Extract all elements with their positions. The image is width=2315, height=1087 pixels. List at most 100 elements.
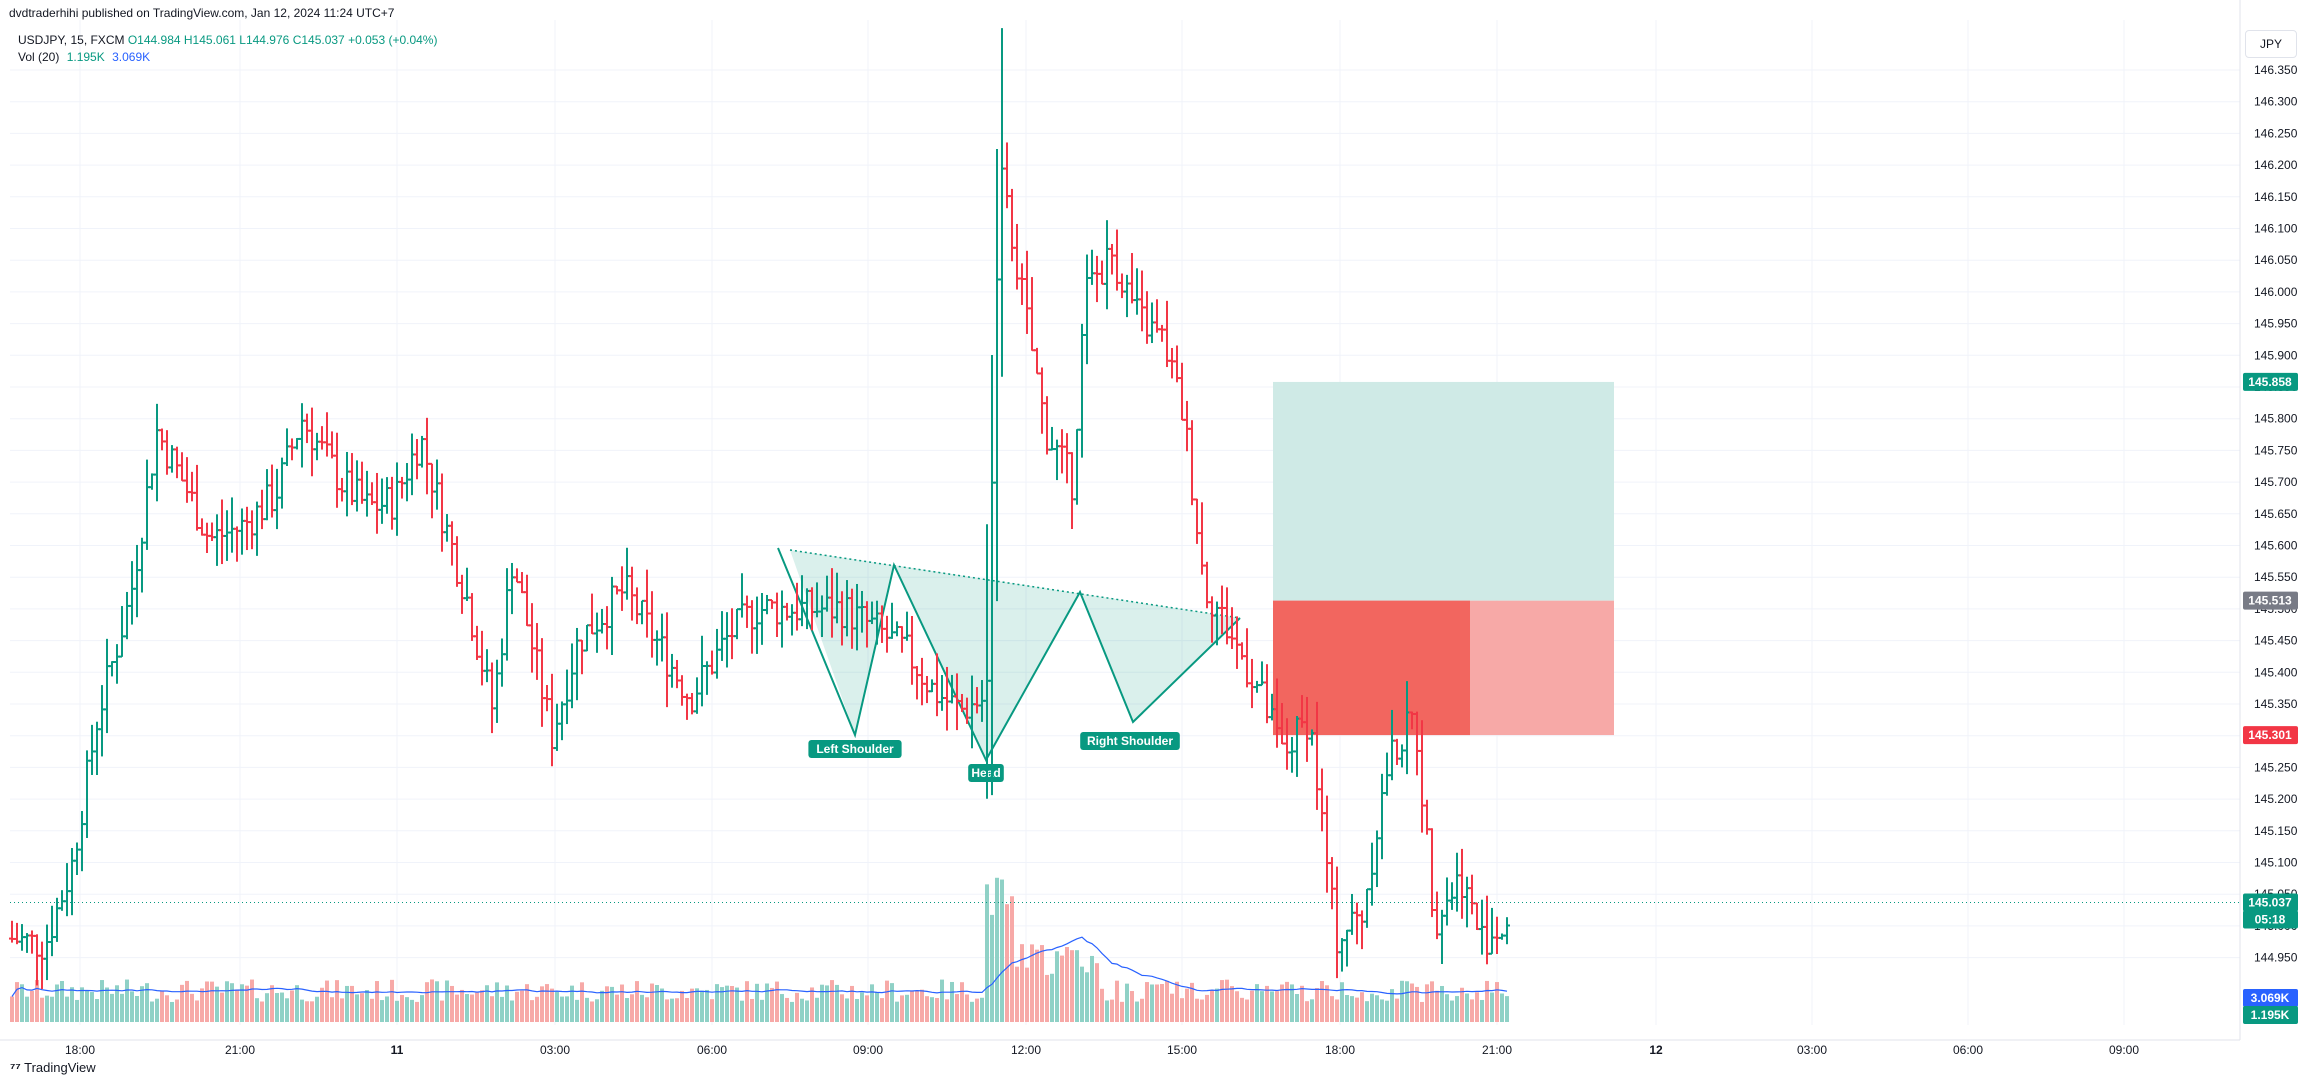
ohlc-bar (129, 561, 135, 625)
currency-button[interactable]: JPY (2245, 30, 2297, 58)
volume-bar (495, 982, 499, 1022)
volume-bar (690, 988, 694, 1022)
ohlc-bar (619, 566, 625, 611)
volume-bar (90, 992, 94, 1022)
price-axis[interactable]: 146.350 146.300 146.250 146.200 146.150 146.1… (2239, 0, 2298, 1040)
ohlc-bar (1379, 773, 1385, 860)
volume-bar (525, 984, 529, 1022)
ohlc-bar (69, 847, 75, 916)
ohlc-bar (459, 574, 465, 614)
ohlc-bar (229, 497, 235, 553)
ohlc-bar (889, 602, 895, 639)
volume-bar (1140, 998, 1144, 1022)
volume-bars (10, 877, 1509, 1022)
ohlc-bar (649, 591, 655, 658)
ohlc-bar (104, 638, 110, 734)
volume-bar (1500, 993, 1504, 1022)
volume-bar (575, 999, 579, 1022)
volume-bar (735, 987, 739, 1022)
ohlc-bar (1384, 752, 1390, 796)
volume-bar (1310, 999, 1314, 1022)
symbol-legend[interactable]: USDJPY, 15, FXCM O144.984 H145.061 L144.… (18, 33, 437, 47)
ohlc-bar (469, 593, 475, 641)
ohlc-bar (1064, 433, 1070, 484)
ohlc-bar (784, 602, 790, 621)
volume-bar (545, 984, 549, 1022)
time-axis[interactable]: 18:00 21:00 11 03:00 06:00 09:00 12:00 15:00 18:… (0, 1039, 2240, 1057)
volume-bar (1265, 985, 1269, 1022)
ohlc-bar (1439, 909, 1445, 965)
ohlc-bar (34, 934, 40, 986)
volume-bar (170, 1001, 174, 1022)
volume-bar (1185, 988, 1189, 1022)
volume-bar (1015, 966, 1019, 1022)
ohlc-bar (264, 469, 270, 521)
neckline (789, 549, 1241, 619)
volume-bar (365, 990, 369, 1022)
ohlc-bar (1419, 720, 1425, 833)
ohlc-bar (424, 417, 430, 495)
pattern-label-bg (1080, 732, 1180, 750)
volume-bar (1090, 955, 1094, 1022)
time-tick-label: 09:00 (853, 1043, 883, 1057)
volume-bar (1020, 944, 1024, 1022)
volume-bar (1245, 999, 1249, 1022)
volume-bar (275, 993, 279, 1022)
ohlc-bar (674, 659, 680, 689)
ohlc-bar (709, 650, 715, 675)
volume-bar (1055, 951, 1059, 1022)
volume-bar (980, 997, 984, 1022)
volume-bar (790, 1001, 794, 1022)
volume-bar (840, 994, 844, 1022)
branding-label: TradingView (24, 1060, 96, 1075)
volume-bar (670, 998, 674, 1022)
volume-bar (1095, 963, 1099, 1022)
volume-bar (825, 985, 829, 1022)
time-tick-label: 21:00 (225, 1043, 255, 1057)
ohlc-bar (1354, 902, 1360, 945)
volume-bar (815, 997, 819, 1022)
volume-bar (785, 997, 789, 1022)
ohlc-bar (1154, 299, 1160, 333)
ohlc-bar (574, 627, 580, 701)
volume-legend[interactable]: Vol (20) 1.195K 3.069K (18, 50, 150, 64)
volume-bar (1505, 996, 1509, 1022)
ohlc-bar (764, 594, 770, 615)
ohlc-bar (249, 510, 255, 550)
volume-bar (645, 997, 649, 1022)
volume-bar (10, 996, 14, 1022)
price-tick-label: 146.050 (2254, 253, 2298, 267)
volume-bar (925, 996, 929, 1022)
ohlc-bar (644, 569, 650, 638)
volume-bar (1170, 993, 1174, 1022)
volume-bar (665, 999, 669, 1022)
price-tick-label: 145.650 (2254, 507, 2298, 521)
ohlc-bar (939, 675, 945, 711)
volume-bar (65, 996, 69, 1022)
volume-bar (1330, 996, 1334, 1022)
volume-bar (25, 996, 29, 1022)
pattern-drawing: Left ShoulderHeadRight Shoulder (777, 547, 1241, 782)
volume-bar (1425, 984, 1429, 1022)
time-tick-label: 12:00 (1011, 1043, 1041, 1057)
volume-bar (125, 979, 129, 1022)
volume-bar (1210, 990, 1214, 1022)
ohlc-bar (394, 462, 400, 536)
volume-bar (1040, 945, 1044, 1022)
volume-bar (120, 993, 124, 1022)
volume-bar (1205, 994, 1209, 1022)
ohlc-bar (254, 501, 260, 556)
volume-bar (155, 998, 159, 1022)
volume-bar (680, 990, 684, 1022)
volume-bar (1065, 947, 1069, 1022)
volume-bar (1395, 998, 1399, 1022)
branding[interactable]: ⁷⁷ TradingView (10, 1060, 96, 1075)
ohlc-bar (534, 623, 540, 680)
ohlc-bar (384, 477, 390, 514)
ohlc-bar (589, 593, 595, 635)
volume-bar (200, 988, 204, 1022)
ohlc-bar (519, 572, 525, 594)
volume-bar (695, 988, 699, 1022)
take-profit-label-bg (2243, 372, 2298, 391)
